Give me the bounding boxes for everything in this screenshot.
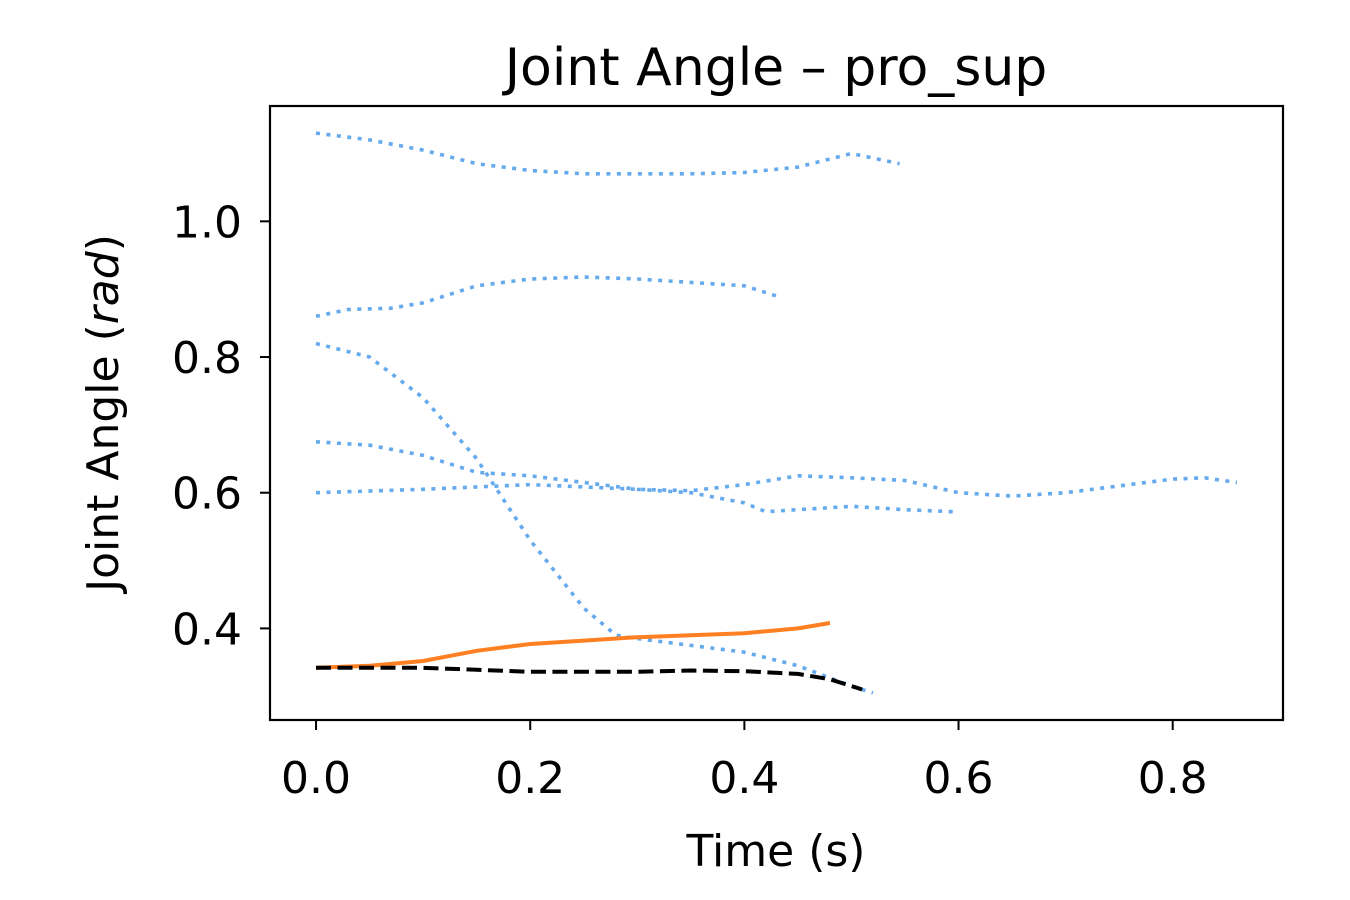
x-tick-label: 0.4 [709, 753, 779, 804]
series-layer [315, 131, 1238, 695]
y-tick-label: 0.8 [172, 333, 242, 384]
x-tick-label: 0.2 [495, 753, 565, 804]
y-tick-label: 1.0 [172, 197, 242, 248]
x-tick-label: 0.0 [281, 753, 351, 804]
series-1-line [315, 131, 900, 176]
x-ticks: 0.0 0.2 0.4 0.6 0.8 [281, 720, 1208, 804]
y-tick-label: 0.4 [172, 604, 242, 655]
series-4-line [315, 440, 954, 514]
y-axis-label-prefix: Joint Angle ( [78, 324, 129, 595]
series-6-line [315, 621, 831, 670]
y-axis-label-unit: rad [78, 250, 129, 324]
x-tick-label: 0.6 [924, 753, 994, 804]
y-axis-label: Joint Angle (rad) [78, 234, 129, 595]
y-ticks: 0.4 0.6 0.8 1.0 [172, 197, 270, 655]
chart-title: Joint Angle – pro_sup [502, 38, 1048, 98]
x-tick-label: 0.8 [1138, 753, 1208, 804]
plot-frame [268, 104, 1285, 722]
y-axis-label-suffix: ) [78, 234, 129, 251]
x-axis-label: Time (s) [686, 826, 866, 877]
y-tick-label: 0.6 [172, 469, 242, 520]
series-7-line [316, 665, 863, 692]
